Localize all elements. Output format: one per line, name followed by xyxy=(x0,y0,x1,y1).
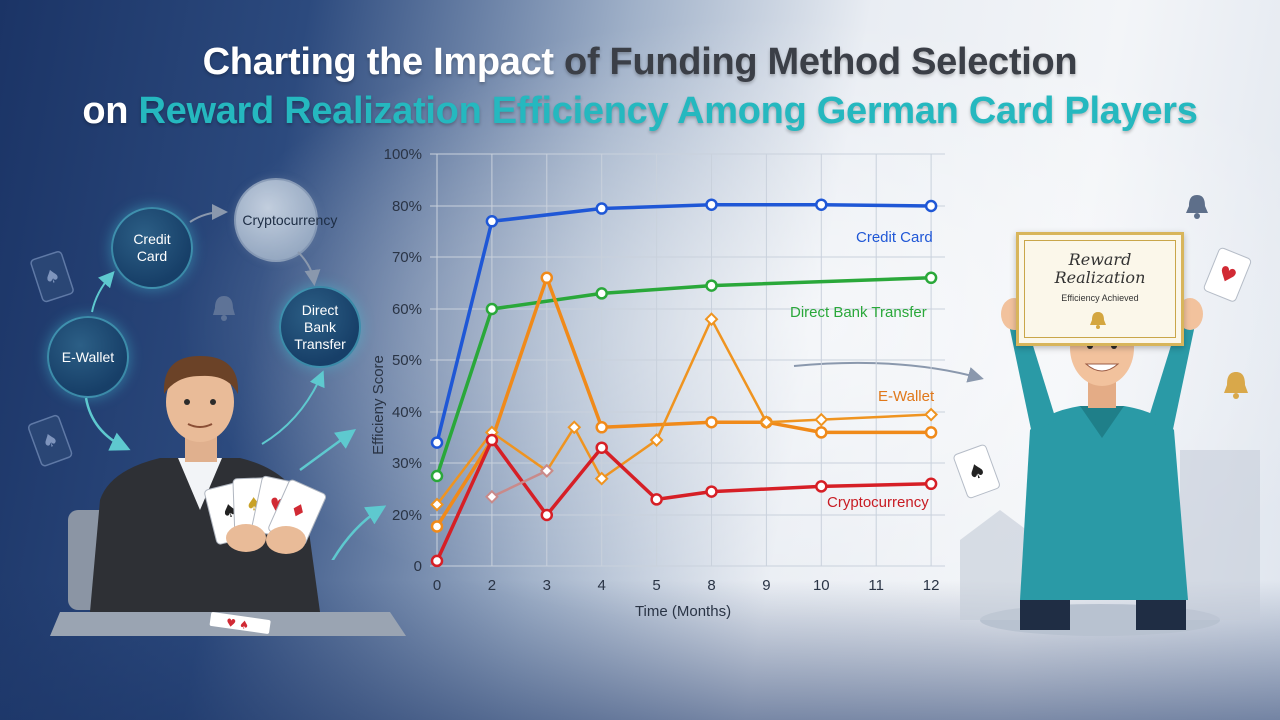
page-title: Charting the Impact of Funding Method Se… xyxy=(0,38,1280,136)
data-point xyxy=(924,407,939,422)
data-point xyxy=(650,493,663,506)
x-tick-label: 3 xyxy=(543,577,551,594)
data-point xyxy=(595,202,608,215)
svg-text:♠: ♠ xyxy=(41,265,63,290)
data-point xyxy=(430,469,444,483)
x-tick-label: 5 xyxy=(652,577,660,594)
x-axis: 0 2 3 4 5 8 9 10 11 12 xyxy=(433,577,940,594)
data-point xyxy=(759,415,774,430)
x-axis-title: Time (Months) xyxy=(635,603,731,620)
data-point xyxy=(705,485,718,498)
y-tick-label: 40% xyxy=(392,404,422,421)
data-point xyxy=(704,312,719,327)
y-tick-label: 70% xyxy=(392,249,422,266)
flow-node-label: E-Wallet xyxy=(61,348,115,365)
playing-card-icon: ♠ xyxy=(953,444,1000,499)
data-point xyxy=(924,199,938,213)
y-tick-label: 0 xyxy=(414,558,422,575)
data-point xyxy=(815,426,828,439)
data-point xyxy=(705,198,718,211)
data-point xyxy=(705,279,718,292)
data-point xyxy=(430,554,444,568)
series-label-credit-card: Credit Card xyxy=(856,229,933,246)
x-tick-label: 8 xyxy=(707,577,715,594)
x-tick-label: 12 xyxy=(923,577,940,594)
x-tick-label: 0 xyxy=(433,577,441,594)
card-player-illustration: ♠ ♠ ♥ ♦ ♥ ♠ xyxy=(50,356,406,636)
data-point xyxy=(540,271,554,285)
data-point xyxy=(540,508,554,522)
y-tick-label: 100% xyxy=(384,146,422,163)
data-point xyxy=(485,433,499,447)
data-point xyxy=(430,497,444,512)
bell-icon xyxy=(1186,195,1208,219)
x-tick-label: 2 xyxy=(488,577,496,594)
series-label-direct-bank-transfer: Direct Bank Transfer xyxy=(790,304,927,321)
data-point xyxy=(815,480,828,493)
series-label-e-wallet: E-Wallet xyxy=(878,388,935,405)
flow-node-direct-bank-transfer: Direct Bank Transfer xyxy=(279,286,361,368)
series-line-series-5 xyxy=(490,469,549,499)
y-axis: 0 20% 30% 40% 50% 60% 70% 80% 100% xyxy=(384,146,422,575)
data-point xyxy=(567,420,582,435)
bell-icon xyxy=(1090,312,1106,329)
data-point xyxy=(815,198,828,211)
data-point xyxy=(484,489,499,504)
data-point xyxy=(924,426,938,439)
certificate: Reward Realization Efficiency Achieved xyxy=(1016,232,1184,346)
data-point xyxy=(814,412,829,427)
data-point xyxy=(485,215,499,228)
y-tick-label: 20% xyxy=(392,507,422,524)
data-point xyxy=(539,463,554,478)
svg-text:♠: ♠ xyxy=(39,429,61,454)
data-point xyxy=(924,271,938,285)
series-line-e-wallet xyxy=(435,276,933,529)
y-tick-label: 50% xyxy=(392,352,422,369)
playing-card-icon: ♥ xyxy=(1203,247,1252,302)
y-tick-label: 80% xyxy=(392,198,422,215)
data-point xyxy=(649,433,664,447)
data-point xyxy=(594,471,609,486)
svg-text:♥ ♠: ♥ ♠ xyxy=(225,616,250,632)
playing-card-icon: ♠ xyxy=(30,251,74,303)
series-line-series-3 xyxy=(435,317,933,506)
y-tick-label: 60% xyxy=(392,301,422,318)
y-axis-title: Efficieny Score xyxy=(370,355,387,455)
title-part-2: of Funding Method Selection xyxy=(564,41,1078,83)
flow-arrows xyxy=(84,204,387,560)
playing-card-icon: ♠ xyxy=(27,414,73,467)
data-point xyxy=(595,421,608,434)
x-tick-label: 10 xyxy=(813,577,830,594)
flow-node-label: Credit Card xyxy=(133,231,171,264)
certificate-heading: Reward Realization xyxy=(1054,250,1146,287)
arrow-icon xyxy=(793,361,984,383)
data-point xyxy=(595,441,608,454)
certificate-subtitle: Efficiency Achieved xyxy=(1061,293,1139,303)
bell-icon xyxy=(1224,372,1248,399)
flow-node-e-wallet: E-Wallet xyxy=(47,316,129,398)
title-part-4: Reward Realization Efficiency Among Germ… xyxy=(138,90,1198,132)
data-point xyxy=(924,477,938,491)
series-line-credit-card xyxy=(435,202,933,445)
x-tick-label: 4 xyxy=(598,577,606,594)
chart-series xyxy=(430,198,939,568)
bell-icon xyxy=(213,296,235,321)
y-tick-label: 30% xyxy=(392,455,422,472)
series-label-cryptocurrency: Cryptocurrency xyxy=(827,494,929,511)
flow-node-label: Direct Bank Transfer xyxy=(294,301,346,352)
data-point xyxy=(430,520,444,533)
title-part-3: on xyxy=(82,90,129,132)
data-point xyxy=(705,415,718,429)
data-point xyxy=(430,436,444,449)
x-tick-label: 9 xyxy=(762,577,770,594)
title-part-1: Charting the Impact xyxy=(202,41,554,83)
series-line-cryptocurrency xyxy=(435,438,933,563)
data-point xyxy=(595,287,608,300)
flow-node-cryptocurrency: Cryptocurrency xyxy=(234,178,337,262)
x-tick-label: 11 xyxy=(868,577,884,594)
svg-text:♦: ♦ xyxy=(286,498,309,524)
data-point xyxy=(485,302,499,316)
flow-node-credit-card: Credit Card xyxy=(111,207,193,289)
